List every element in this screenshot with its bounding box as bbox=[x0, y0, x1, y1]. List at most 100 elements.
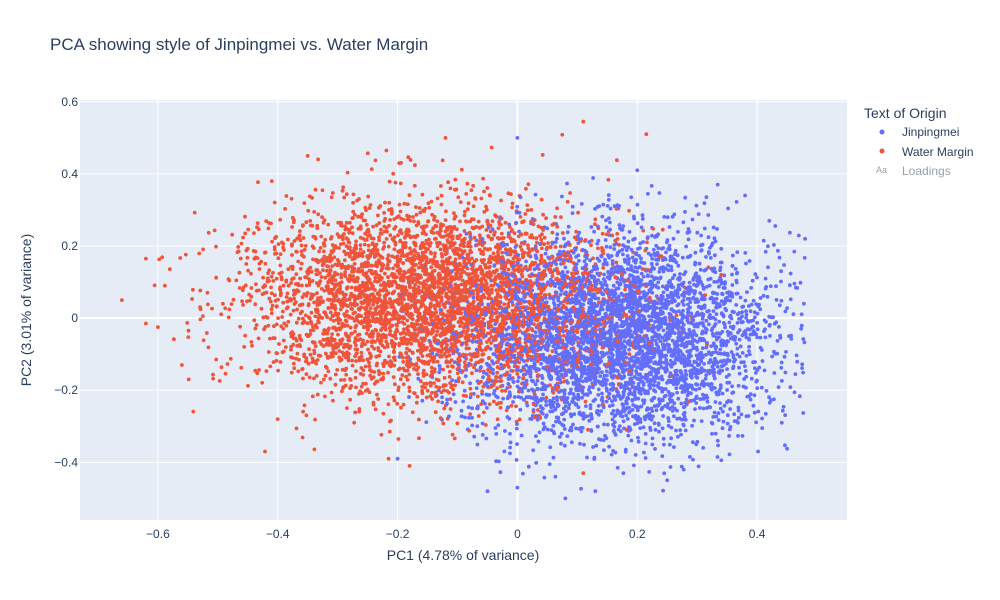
point-water-margin bbox=[191, 287, 195, 292]
point-jinpingmei bbox=[756, 449, 760, 454]
point-jinpingmei bbox=[682, 364, 687, 369]
point-water-margin bbox=[457, 376, 461, 381]
point-jinpingmei bbox=[524, 259, 528, 264]
point-water-margin bbox=[513, 308, 518, 313]
point-water-margin bbox=[338, 358, 342, 363]
point-jinpingmei bbox=[714, 312, 719, 316]
point-jinpingmei bbox=[543, 251, 548, 256]
point-water-margin bbox=[510, 201, 515, 206]
point-water-margin bbox=[236, 245, 241, 249]
point-water-margin bbox=[271, 271, 275, 275]
point-jinpingmei bbox=[772, 371, 777, 375]
point-water-margin bbox=[465, 181, 470, 186]
point-water-margin bbox=[291, 308, 296, 313]
point-jinpingmei bbox=[664, 338, 669, 342]
point-water-margin bbox=[408, 246, 412, 251]
point-jinpingmei bbox=[596, 238, 601, 243]
point-jinpingmei bbox=[555, 395, 559, 399]
point-jinpingmei bbox=[658, 339, 663, 344]
point-water-margin bbox=[297, 357, 301, 362]
point-jinpingmei bbox=[515, 204, 520, 209]
point-jinpingmei bbox=[658, 386, 663, 391]
point-jinpingmei bbox=[687, 297, 692, 301]
point-water-margin bbox=[269, 307, 274, 312]
point-water-margin bbox=[510, 369, 515, 373]
point-jinpingmei bbox=[665, 215, 670, 220]
point-water-margin bbox=[496, 226, 501, 231]
point-jinpingmei bbox=[642, 401, 646, 406]
point-water-margin bbox=[378, 288, 383, 293]
point-jinpingmei bbox=[645, 235, 650, 240]
point-jinpingmei bbox=[709, 344, 714, 348]
point-jinpingmei bbox=[625, 417, 630, 421]
point-water-margin bbox=[480, 358, 485, 363]
point-water-margin bbox=[518, 301, 523, 306]
point-water-margin bbox=[223, 371, 228, 376]
point-jinpingmei bbox=[742, 360, 746, 364]
point-water-margin bbox=[482, 410, 486, 415]
point-water-margin bbox=[283, 207, 287, 211]
point-water-margin bbox=[308, 219, 313, 223]
point-water-margin bbox=[562, 379, 566, 384]
point-jinpingmei bbox=[643, 325, 647, 330]
point-water-margin bbox=[325, 268, 329, 273]
point-water-margin bbox=[330, 191, 335, 195]
point-water-margin bbox=[551, 390, 556, 395]
point-jinpingmei bbox=[585, 455, 589, 460]
point-water-margin bbox=[345, 285, 350, 290]
point-water-margin bbox=[393, 180, 398, 185]
point-jinpingmei bbox=[653, 283, 658, 288]
point-jinpingmei bbox=[579, 486, 583, 491]
point-jinpingmei bbox=[654, 342, 659, 347]
point-water-margin bbox=[284, 295, 289, 299]
point-water-margin bbox=[234, 278, 239, 283]
point-water-margin bbox=[264, 219, 269, 224]
point-water-margin bbox=[353, 376, 358, 380]
point-jinpingmei bbox=[565, 434, 570, 438]
point-jinpingmei bbox=[772, 243, 776, 247]
point-water-margin bbox=[374, 311, 379, 316]
point-water-margin bbox=[604, 232, 609, 237]
point-water-margin bbox=[353, 325, 358, 330]
point-water-margin bbox=[201, 338, 206, 343]
point-water-margin bbox=[407, 389, 412, 393]
point-water-margin bbox=[345, 406, 349, 410]
point-water-margin bbox=[366, 194, 371, 199]
point-water-margin bbox=[268, 364, 273, 369]
point-jinpingmei bbox=[460, 341, 465, 346]
point-water-margin bbox=[348, 325, 353, 330]
point-water-margin bbox=[310, 356, 315, 361]
point-water-margin bbox=[396, 233, 400, 238]
point-water-margin bbox=[254, 282, 258, 287]
point-jinpingmei bbox=[691, 278, 695, 282]
point-water-margin bbox=[276, 256, 281, 261]
point-jinpingmei bbox=[650, 442, 655, 447]
point-jinpingmei bbox=[579, 202, 584, 206]
point-water-margin bbox=[405, 368, 410, 373]
point-water-margin bbox=[391, 375, 396, 379]
point-jinpingmei bbox=[556, 403, 561, 408]
point-water-margin bbox=[470, 225, 475, 230]
point-jinpingmei bbox=[695, 230, 700, 235]
point-jinpingmei bbox=[744, 261, 748, 266]
point-jinpingmei bbox=[649, 417, 654, 422]
point-jinpingmei bbox=[558, 301, 563, 305]
point-jinpingmei bbox=[533, 330, 538, 335]
point-jinpingmei bbox=[799, 323, 804, 328]
point-water-margin bbox=[312, 447, 317, 452]
point-jinpingmei bbox=[779, 420, 784, 425]
point-jinpingmei bbox=[548, 445, 553, 450]
point-jinpingmei bbox=[682, 405, 686, 410]
point-jinpingmei bbox=[682, 330, 687, 335]
point-water-margin bbox=[476, 414, 481, 418]
point-jinpingmei bbox=[707, 322, 711, 327]
point-jinpingmei bbox=[600, 399, 605, 404]
point-jinpingmei bbox=[605, 422, 610, 427]
point-water-margin bbox=[445, 364, 450, 369]
point-water-margin bbox=[370, 241, 375, 246]
point-water-margin bbox=[288, 312, 293, 317]
point-water-margin bbox=[417, 436, 421, 441]
point-water-margin bbox=[455, 227, 459, 232]
point-jinpingmei bbox=[710, 431, 714, 436]
point-water-margin bbox=[261, 315, 266, 320]
